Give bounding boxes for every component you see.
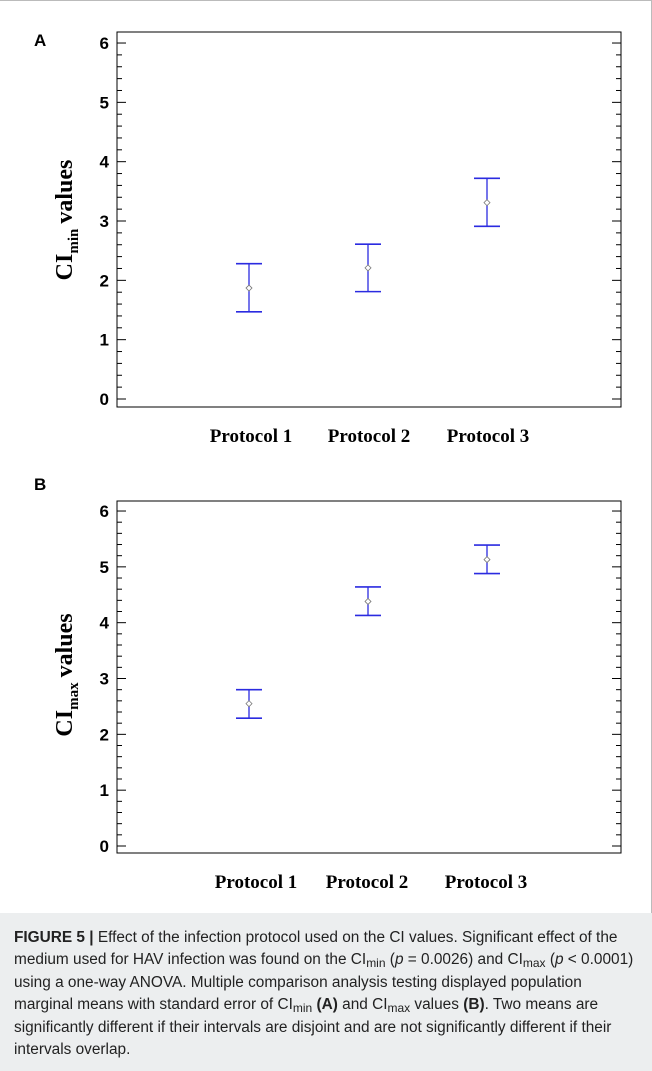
y-tick-label: 5	[100, 558, 109, 577]
y-tick-label: 4	[100, 614, 110, 633]
caption-sub-min-1: min	[366, 956, 386, 971]
y-tick-label: 1	[100, 781, 109, 800]
caption-label: FIGURE 5 |	[14, 929, 94, 946]
y-tick-label: 2	[100, 271, 109, 290]
panel-b: B 0 1 2 3 4 5 6 CImaxvalues Protocol 1 Protoco…	[34, 475, 622, 893]
panel-b-y-ticks	[117, 510, 621, 847]
caption-ref-b: (B)	[463, 996, 485, 1014]
y-tick-label: 5	[100, 93, 109, 112]
caption-text-8: values	[410, 996, 464, 1014]
y-tick-label: 1	[100, 331, 109, 350]
caption-sub-max-1: max	[522, 956, 546, 971]
panel-a-y-tick-labels: 0 1 2 3 4 5 6	[100, 34, 110, 409]
caption-sub-min-2: min	[292, 1001, 313, 1016]
panel-b-x-label-protocol-1: Protocol 1	[215, 872, 298, 893]
caption-p-value-symbol-2: p	[554, 951, 564, 969]
panel-a-letter: A	[34, 31, 46, 50]
caption-p-value-symbol-1: p	[394, 951, 404, 969]
mean-marker	[483, 199, 491, 207]
panel-a-x-label-protocol-3: Protocol 3	[447, 426, 530, 447]
mean-marker	[364, 597, 372, 606]
panel-a-x-label-protocol-1: Protocol 1	[210, 426, 293, 447]
panel-a-y-ticks	[117, 42, 621, 400]
panel-b-x-label-protocol-3: Protocol 3	[445, 872, 528, 893]
y-tick-label: 3	[100, 212, 109, 231]
y-tick-label: 6	[100, 34, 109, 53]
mean-marker	[245, 284, 253, 292]
panel-b-y-tick-labels: 0 1 2 3 4 5 6	[100, 502, 110, 856]
caption-text-9: . Two means are significantly different …	[14, 996, 612, 1059]
panel-b-x-label-protocol-2: Protocol 2	[326, 872, 409, 893]
caption-ref-a: (A)	[316, 996, 338, 1014]
y-tick-label: 2	[100, 725, 109, 744]
panel-a-y-axis-label: CIminvalues	[52, 160, 82, 281]
y-tick-label: 4	[100, 153, 110, 172]
y-tick-label: 6	[100, 502, 109, 521]
y-tick-label: 0	[100, 837, 109, 856]
y-tick-label: 0	[100, 390, 109, 409]
panel-b-y-axis-label: CImaxvalues	[52, 613, 82, 736]
caption-text-7: and CI	[337, 996, 388, 1014]
caption-text-2: (	[385, 951, 395, 969]
mean-marker	[483, 556, 491, 564]
panel-a: A 0 1 2 3 4 5 6 CIminvalues Protocol 1 Protoco…	[34, 31, 622, 447]
error-bar-3	[474, 544, 500, 575]
caption-text-3: = 0.0026) and CI	[403, 951, 523, 969]
caption-text-5: < 0.0001) using a one-way ANOVA. Multipl…	[14, 951, 634, 1014]
panel-a-error-bars	[236, 177, 500, 313]
y-tick-label: 3	[100, 670, 109, 689]
panel-b-error-bars	[236, 544, 500, 719]
error-bar-1	[236, 688, 262, 719]
error-bar-2	[355, 586, 381, 617]
mean-marker	[245, 700, 253, 708]
error-bar-1	[236, 262, 262, 313]
mean-marker	[364, 264, 372, 272]
figure-caption: FIGURE 5 | Effect of the infection proto…	[0, 913, 652, 1071]
caption-sub-max-2: max	[387, 1001, 411, 1016]
panel-b-plot-frame	[116, 500, 622, 854]
caption-text-1: Effect of the infection protocol used on…	[14, 929, 618, 969]
error-bar-2	[355, 243, 381, 293]
error-bar-3	[474, 177, 500, 228]
panel-a-plot-frame	[116, 31, 622, 408]
panel-a-x-label-protocol-2: Protocol 2	[328, 426, 411, 447]
panel-b-letter: B	[34, 475, 46, 494]
caption-text-4: (	[545, 951, 555, 969]
